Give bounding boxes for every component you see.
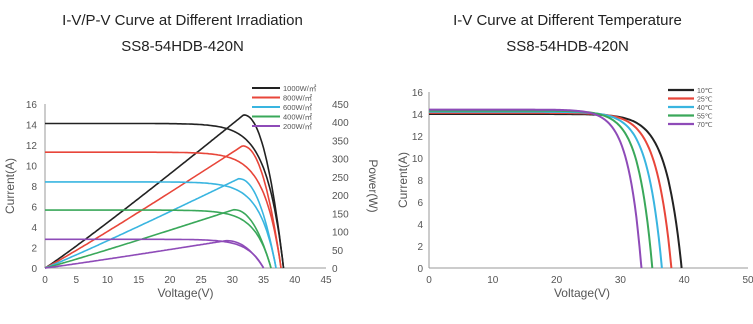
- chart1-legend-label: 200W/㎡: [283, 122, 313, 131]
- chart1-y-tick-label: 16: [26, 100, 38, 111]
- chart1-y2-tick-label: 300: [332, 155, 349, 166]
- chart1-x-tick-label: 20: [164, 275, 176, 286]
- chart2-y-tick-label: 0: [417, 264, 423, 275]
- chart2-y-tick-label: 10: [412, 154, 424, 165]
- chart2-legend-label: 25℃: [697, 97, 713, 104]
- chart2-y-tick-label: 2: [417, 242, 423, 253]
- chart2-legend-label: 70℃: [697, 122, 713, 129]
- chart1-x-tick-label: 15: [133, 275, 145, 286]
- chart2-iv-line-series-1: [429, 111, 673, 269]
- chart1-legend-label: 800W/㎡: [283, 94, 313, 103]
- chart1-x-tick-label: 45: [320, 275, 332, 286]
- chart1-x-tick-label: 10: [102, 275, 114, 286]
- chart1-x-tick-label: 40: [289, 275, 301, 286]
- chart2-legend-label: 40℃: [697, 105, 713, 112]
- chart1-pv-line-series-1: [44, 145, 282, 269]
- chart1-legend-label: 1000W/㎡: [283, 84, 317, 93]
- chart1-iv-line-series-2: [45, 181, 277, 269]
- chart1-x-tick-label: 35: [258, 275, 270, 286]
- chart1-y-axis-label: Current(A): [3, 158, 17, 214]
- chart1-y2-tick-label: 350: [332, 136, 349, 147]
- chart2-legend-label: 10℃: [697, 88, 713, 95]
- chart1-legend-label: 600W/㎡: [283, 103, 313, 112]
- chart1-x-tick-label: 25: [196, 275, 208, 286]
- chart2-y-tick-label: 12: [412, 132, 424, 143]
- chart2-iv-line-series-4: [429, 108, 643, 269]
- chart1-x-axis-label: Voltage(V): [157, 286, 213, 300]
- chart1-subtitle: SS8-54HDB-420N: [121, 38, 244, 55]
- chart1-y2-tick-label: 100: [332, 228, 349, 239]
- chart1-y-tick-label: 14: [26, 121, 38, 132]
- chart1-y2-tick-label: 400: [332, 118, 349, 129]
- chart2-x-tick-label: 30: [615, 275, 627, 286]
- chart1-y2-tick-label: 150: [332, 209, 349, 220]
- chart1-title: I-V/P-V Curve at Different Irradiation: [62, 12, 303, 29]
- chart1-legend-label: 400W/㎡: [283, 113, 313, 122]
- chart1-y-tick-label: 0: [31, 264, 37, 275]
- chart1-iv-line-series-4: [45, 238, 265, 269]
- chart1-iv-line-series-1: [45, 151, 282, 269]
- chart1-y2-tick-label: 200: [332, 191, 349, 202]
- chart1-y2-axis-label: Power(W): [366, 159, 380, 212]
- chart1-x-tick-label: 5: [73, 275, 79, 286]
- chart1-y2-tick-label: 450: [332, 100, 349, 111]
- chart1-x-tick-label: 30: [227, 275, 239, 286]
- chart2-y-tick-label: 14: [412, 110, 424, 121]
- chart1-pv-line-series-2: [44, 177, 277, 269]
- chart1-y-tick-label: 10: [26, 162, 38, 173]
- chart2-x-tick-label: 10: [487, 275, 499, 286]
- chart2-x-tick-label: 50: [742, 275, 753, 286]
- chart1-y2-tick-label: 0: [332, 264, 338, 275]
- chart1-y-tick-label: 2: [31, 244, 37, 255]
- chart1-y2-tick-label: 50: [332, 246, 344, 257]
- chart1-x-tick-label: 0: [42, 275, 48, 286]
- chart2-y-tick-label: 6: [417, 198, 423, 209]
- chart2-y-tick-label: 16: [412, 88, 424, 99]
- chart2-y-axis-label: Current(A): [396, 152, 410, 208]
- chart1-y-tick-label: 12: [26, 141, 38, 152]
- chart1-y-tick-label: 4: [31, 223, 37, 234]
- chart2-legend-label: 55℃: [697, 114, 713, 121]
- chart1-y-tick-label: 8: [31, 182, 37, 193]
- chart2-x-tick-label: 40: [679, 275, 691, 286]
- chart2-iv-line-series-3: [429, 109, 654, 269]
- chart2-y-tick-label: 8: [417, 176, 423, 187]
- chart1-iv-line-series-0: [45, 122, 285, 269]
- chart1-title-block: I-V/P-V Curve at Different Irradiation S…: [10, 8, 355, 60]
- chart2-x-tick-label: 0: [426, 275, 432, 286]
- chart1-iv-line-series-3: [45, 209, 272, 269]
- chart2-y-tick-label: 4: [417, 220, 423, 231]
- chart1-pv-line-series-4: [44, 239, 265, 269]
- chart2-x-tick-label: 20: [551, 275, 563, 286]
- chart2-subtitle: SS8-54HDB-420N: [506, 38, 629, 55]
- chart1-pv-line-series-3: [44, 208, 272, 269]
- chart2-title-block: I-V Curve at Different Temperature SS8-5…: [395, 8, 740, 60]
- chart1-y-tick-label: 6: [31, 203, 37, 214]
- chart2-x-axis-label: Voltage(V): [554, 286, 610, 300]
- chart2-title: I-V Curve at Different Temperature: [453, 12, 682, 29]
- chart2-iv-line-series-2: [429, 110, 663, 269]
- chart1-y2-tick-label: 250: [332, 173, 349, 184]
- chart2-iv-line-series-0: [429, 113, 683, 269]
